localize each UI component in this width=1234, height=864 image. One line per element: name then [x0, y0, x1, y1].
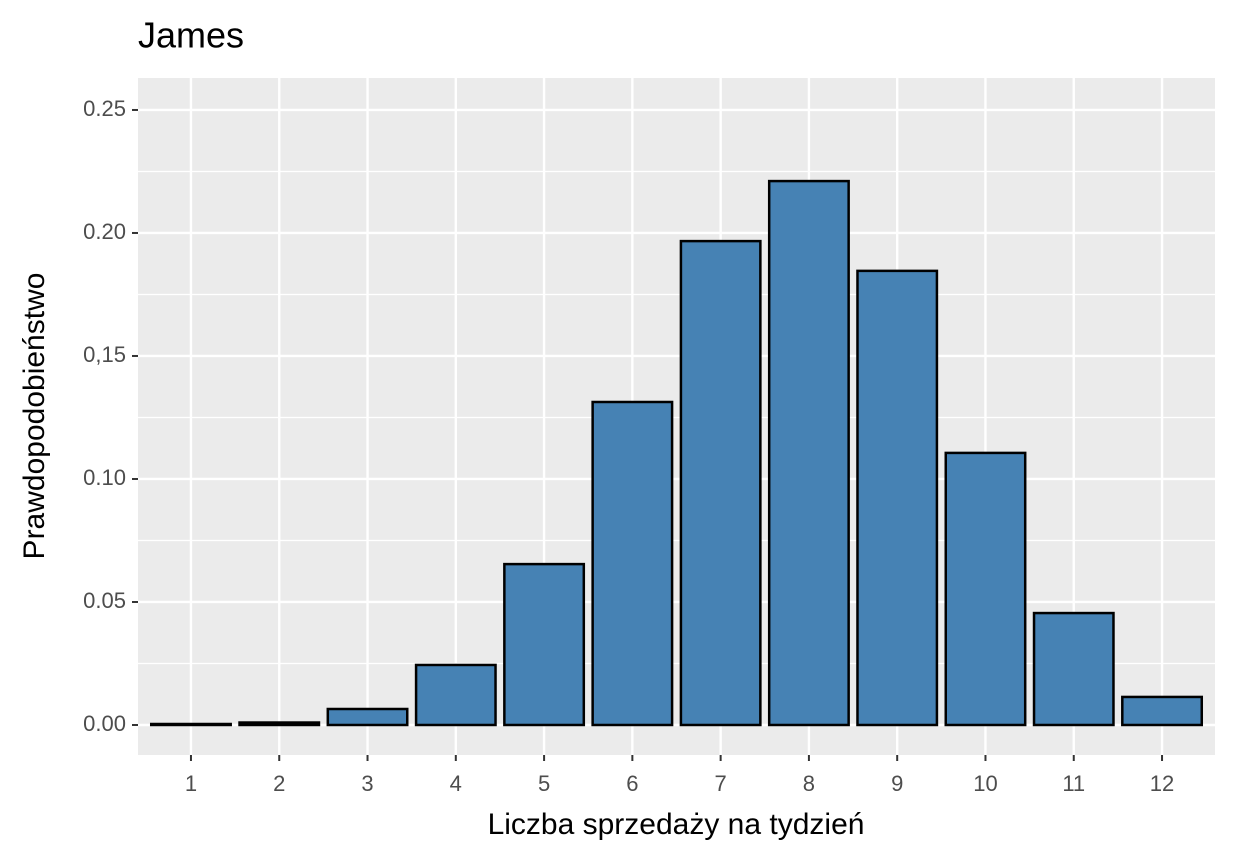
- bar: [944, 451, 1027, 727]
- x-tick-label: 9: [891, 771, 903, 796]
- y-tick-label: 0.25: [83, 96, 126, 121]
- bar: [149, 722, 232, 727]
- x-tick-label: 11: [1062, 771, 1085, 796]
- x-tick-label: 3: [361, 771, 373, 796]
- bar: [1121, 695, 1204, 727]
- bars: [149, 179, 1204, 727]
- x-tick-label: 8: [803, 771, 815, 796]
- bar: [326, 707, 409, 727]
- y-tick-label: 0.20: [83, 219, 126, 244]
- x-tick-label: 6: [626, 771, 638, 796]
- x-axis-label: Liczba sprzedaży na tydzień: [488, 808, 865, 841]
- bar: [591, 400, 674, 727]
- x-tick-label: 7: [715, 771, 727, 796]
- bar: [503, 562, 586, 727]
- x-tick-label: 4: [450, 771, 462, 796]
- bar: [679, 239, 762, 727]
- y-tick-label: 0.10: [83, 465, 126, 490]
- x-tick-label: 2: [273, 771, 285, 796]
- chart-title: James: [138, 15, 244, 56]
- bar: [238, 721, 321, 727]
- y-tick-label: 0,15: [83, 342, 126, 367]
- bar: [414, 663, 497, 727]
- x-tick-label: 5: [538, 771, 550, 796]
- x-tick-label: 12: [1150, 771, 1174, 796]
- y-tick-label: 0.05: [83, 588, 126, 613]
- bar: [767, 179, 850, 727]
- y-axis-label: Prawdopodobieństwo: [18, 273, 51, 560]
- x-tick-label: 10: [973, 771, 997, 796]
- x-tick-label: 1: [185, 771, 197, 796]
- y-tick-label: 0.00: [83, 711, 126, 736]
- bar: [1032, 611, 1115, 727]
- bar: [856, 269, 939, 727]
